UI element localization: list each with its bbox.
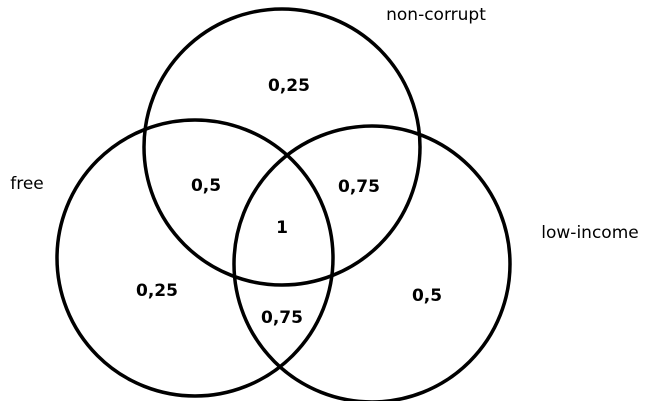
set-circle [142, 7, 422, 287]
region-label: 0,25 [136, 281, 178, 301]
region-label: 0,5 [191, 176, 221, 196]
region-label: 0,75 [338, 177, 380, 197]
set-label: free [10, 174, 44, 194]
region-label: 0,75 [261, 308, 303, 328]
region-label: 0,25 [268, 76, 310, 96]
set-label: non-corrupt [386, 5, 486, 25]
region-label: 1 [276, 218, 288, 238]
set-circle [55, 118, 335, 398]
set-label: low-income [541, 223, 638, 243]
set-circle [232, 124, 512, 401]
region-label: 0,5 [412, 286, 442, 306]
